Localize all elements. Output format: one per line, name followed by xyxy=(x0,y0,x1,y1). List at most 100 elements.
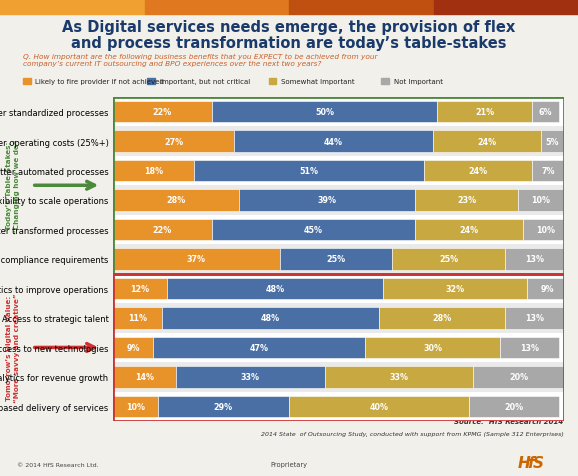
Bar xyxy=(523,219,568,240)
Text: 39%: 39% xyxy=(317,196,336,205)
Text: 22%: 22% xyxy=(153,108,172,117)
Text: 51%: 51% xyxy=(299,167,318,176)
Text: Important, but not critical: Important, but not critical xyxy=(160,79,250,85)
Bar xyxy=(469,396,559,417)
Text: f: f xyxy=(527,456,533,470)
Bar xyxy=(379,307,505,329)
Bar xyxy=(158,396,288,417)
Text: 32%: 32% xyxy=(446,284,465,293)
Bar xyxy=(289,0,434,15)
Text: 18%: 18% xyxy=(144,167,163,176)
Bar xyxy=(113,160,194,182)
Text: 40%: 40% xyxy=(369,402,388,411)
Bar xyxy=(113,102,212,123)
Bar xyxy=(113,278,167,299)
Bar xyxy=(113,157,564,186)
Text: Today’s Table-Stakes:
“Changing how we do”: Today’s Table-Stakes: “Changing how we d… xyxy=(6,139,20,233)
Text: 5%: 5% xyxy=(546,137,559,146)
Bar xyxy=(269,79,276,85)
Bar xyxy=(113,219,212,240)
Bar xyxy=(113,98,564,127)
Bar xyxy=(501,337,559,358)
Bar xyxy=(365,337,501,358)
Text: 23%: 23% xyxy=(457,196,476,205)
Text: 28%: 28% xyxy=(432,314,451,323)
Text: 13%: 13% xyxy=(525,255,544,264)
Text: 44%: 44% xyxy=(324,137,343,146)
Bar xyxy=(113,245,564,274)
Text: Tomorrow’s Digital Value:
“More savvy and creative”: Tomorrow’s Digital Value: “More savvy an… xyxy=(6,293,20,402)
Text: 25%: 25% xyxy=(327,255,346,264)
Bar xyxy=(212,219,415,240)
Text: 10%: 10% xyxy=(532,196,550,205)
Bar xyxy=(113,362,564,392)
Text: 48%: 48% xyxy=(265,284,284,293)
Text: 14%: 14% xyxy=(135,373,154,382)
Text: 37%: 37% xyxy=(187,255,206,264)
Bar xyxy=(113,274,564,421)
Bar xyxy=(113,127,564,157)
Bar xyxy=(113,333,564,362)
Bar xyxy=(541,131,564,152)
Bar xyxy=(147,79,155,85)
Text: 21%: 21% xyxy=(475,108,494,117)
Bar xyxy=(532,102,559,123)
Bar xyxy=(212,102,438,123)
Bar xyxy=(288,396,469,417)
Text: 12%: 12% xyxy=(130,284,149,293)
Text: 13%: 13% xyxy=(520,343,539,352)
Text: Not Important: Not Important xyxy=(394,79,443,85)
Text: 33%: 33% xyxy=(240,373,260,382)
Bar xyxy=(505,249,564,270)
Bar xyxy=(473,367,564,388)
Bar xyxy=(153,337,365,358)
Text: Source:  HfS Research 2014: Source: HfS Research 2014 xyxy=(454,418,564,425)
Bar xyxy=(23,79,31,85)
Text: 27%: 27% xyxy=(164,137,183,146)
Bar xyxy=(438,102,532,123)
Bar xyxy=(433,131,541,152)
Bar xyxy=(113,186,564,215)
Bar xyxy=(381,79,389,85)
Bar xyxy=(415,219,523,240)
Text: 50%: 50% xyxy=(315,108,334,117)
Bar xyxy=(434,0,578,15)
Text: Somewhat Important: Somewhat Important xyxy=(281,79,354,85)
Text: 24%: 24% xyxy=(460,226,479,235)
Bar xyxy=(113,131,235,152)
Bar xyxy=(392,249,505,270)
Text: 45%: 45% xyxy=(304,226,323,235)
Text: 10%: 10% xyxy=(536,226,555,235)
Text: 2014 State  of Outsourcing Study, conducted with support from KPMG (Sample 312 E: 2014 State of Outsourcing Study, conduct… xyxy=(261,431,564,436)
Text: 9%: 9% xyxy=(541,284,554,293)
Bar xyxy=(239,190,415,211)
Text: 24%: 24% xyxy=(468,167,487,176)
Text: 20%: 20% xyxy=(509,373,528,382)
Bar xyxy=(532,160,564,182)
Bar xyxy=(113,337,153,358)
Text: 7%: 7% xyxy=(541,167,554,176)
Bar xyxy=(528,278,568,299)
Text: 13%: 13% xyxy=(525,314,544,323)
Bar xyxy=(235,131,433,152)
Text: As Digital services needs emerge, the provision of flex: As Digital services needs emerge, the pr… xyxy=(62,20,516,35)
Text: Q. How important are the following business benefits that you EXPECT to be achie: Q. How important are the following busin… xyxy=(23,53,377,67)
Bar xyxy=(113,190,239,211)
Bar xyxy=(113,98,564,274)
Text: 30%: 30% xyxy=(423,343,442,352)
Bar xyxy=(0,0,144,15)
Bar xyxy=(144,0,289,15)
Text: 28%: 28% xyxy=(166,196,186,205)
Bar xyxy=(167,278,383,299)
Bar xyxy=(113,274,564,304)
Bar xyxy=(424,160,532,182)
Bar xyxy=(113,307,162,329)
Bar xyxy=(325,367,473,388)
Bar xyxy=(415,190,518,211)
Text: Proprietary: Proprietary xyxy=(271,461,307,467)
Bar xyxy=(518,190,564,211)
Text: 33%: 33% xyxy=(390,373,409,382)
Text: 9%: 9% xyxy=(126,343,140,352)
Bar xyxy=(113,249,280,270)
Bar xyxy=(113,367,176,388)
